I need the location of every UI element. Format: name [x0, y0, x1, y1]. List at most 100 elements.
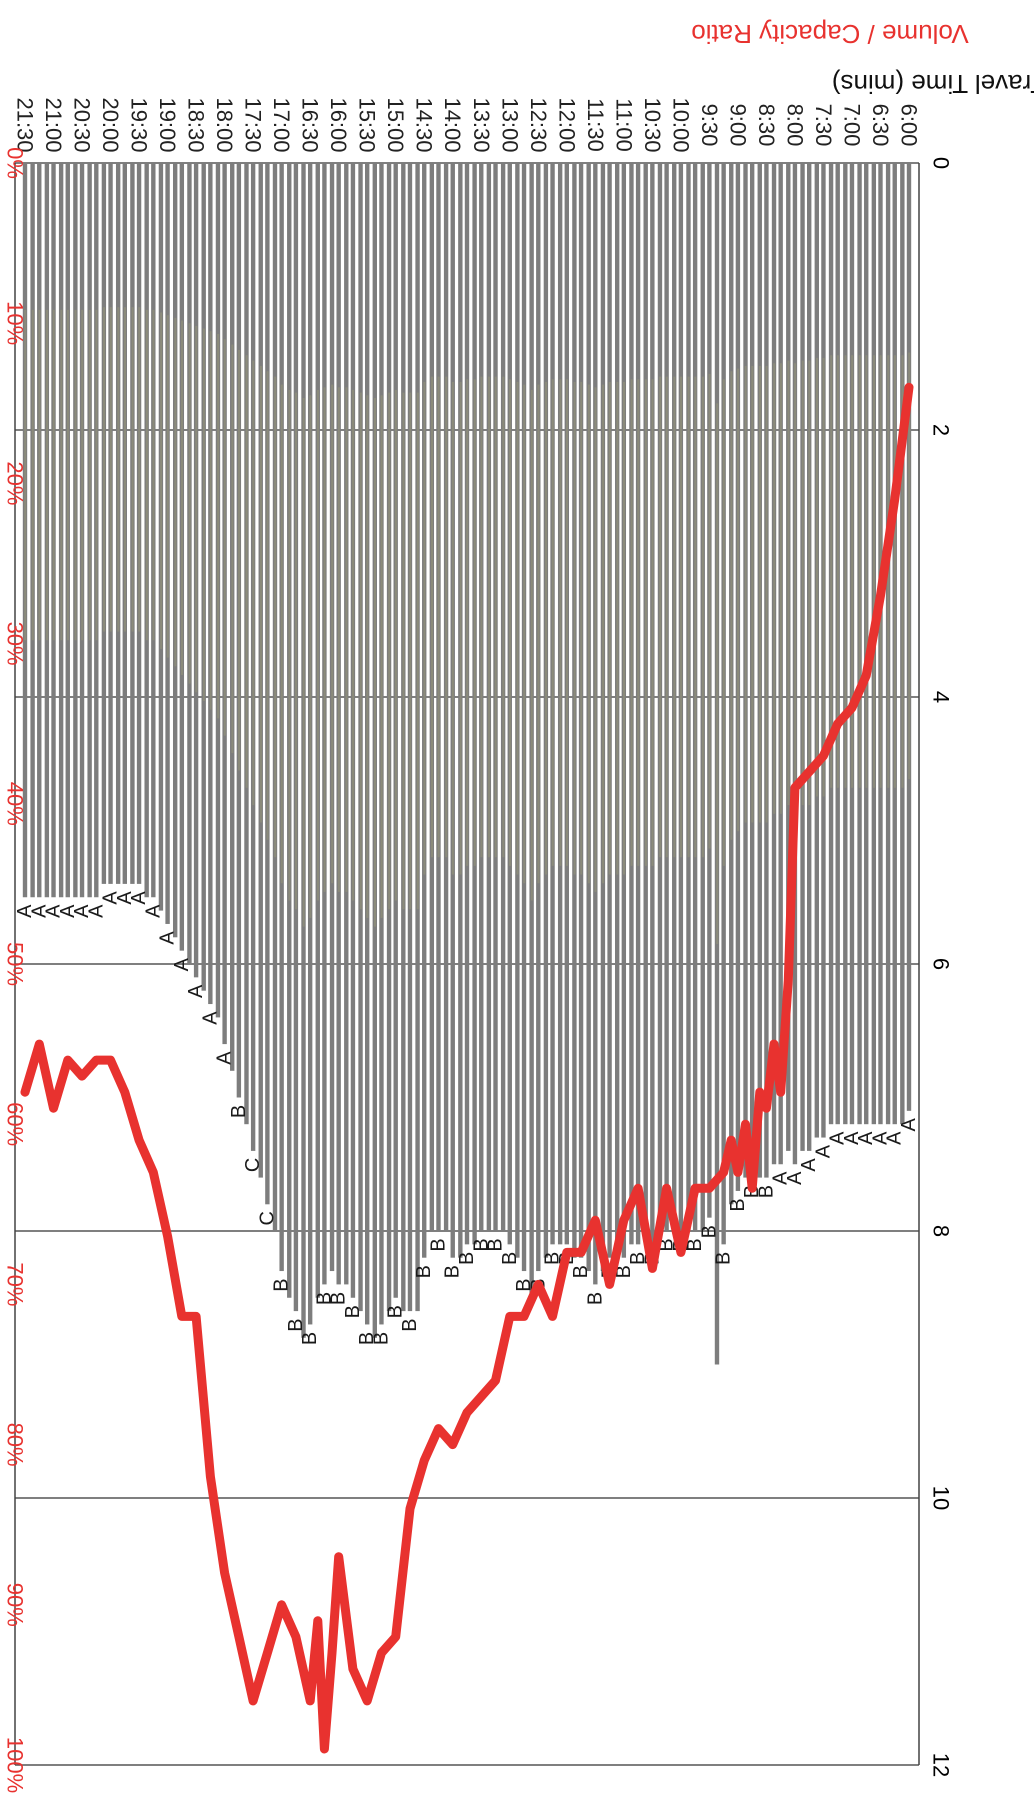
bar-stripe: [873, 355, 876, 788]
level-of-service-label: B: [627, 1252, 649, 1265]
x-tick-label: 20:00: [98, 97, 123, 152]
level-of-service-label: B: [499, 1252, 521, 1265]
right-y-tick-label: 100%: [3, 1737, 28, 1793]
bar-stripe: [659, 376, 662, 858]
level-of-service-label: A: [784, 1171, 806, 1185]
right-y-tick-label: 70%: [3, 1262, 28, 1306]
bar-stripe: [565, 379, 568, 866]
x-tick-label: 9:30: [697, 104, 722, 147]
bar-stripe: [302, 397, 305, 927]
bar-stripe: [24, 309, 27, 641]
bar-stripe: [765, 365, 768, 823]
bar-stripe: [730, 371, 733, 840]
bar-stripe: [60, 309, 63, 641]
x-tick-label: 12:00: [554, 97, 579, 152]
level-of-service-label: A: [43, 904, 65, 918]
level-of-service-label: A: [185, 984, 207, 998]
bar-stripe: [66, 309, 69, 641]
x-tick-label: 9:00: [725, 104, 750, 147]
bar-stripe: [502, 376, 505, 858]
bar-stripe: [174, 317, 177, 667]
x-tick-label: 6:30: [868, 104, 893, 147]
level-of-service-label: A: [214, 1051, 236, 1065]
right-y-axis-ticks: 0% 10% 20% 30% 40% 50% 60% 70% 80% 90% 100%: [3, 147, 28, 1793]
level-of-service-label: B: [513, 1278, 535, 1291]
bar-stripe: [259, 365, 262, 823]
bar-stripe: [266, 371, 269, 840]
bar-stripe: [451, 381, 454, 875]
bar-stripe: [223, 339, 226, 736]
left-y-tick-label: 4: [929, 691, 954, 703]
x-tick-label: 8:00: [782, 104, 807, 147]
bar-stripe: [815, 357, 818, 797]
level-of-service-label: B: [442, 1265, 464, 1278]
bar-stripe: [758, 365, 761, 823]
level-of-service-label: B: [456, 1252, 478, 1265]
x-tick-label: 21:30: [13, 97, 38, 152]
level-of-service-label: B: [385, 1305, 407, 1318]
x-tick-label: 14:30: [412, 97, 437, 152]
bar-stripe: [209, 331, 212, 710]
level-of-service-label: C: [242, 1158, 264, 1172]
x-tick-label: 21:00: [41, 97, 66, 152]
bar-stripe: [630, 379, 633, 866]
left-y-tick-label: 2: [929, 424, 954, 436]
bar-stripe: [437, 376, 440, 858]
level-of-service-label: A: [28, 904, 50, 918]
bar-stripe: [508, 379, 511, 866]
right-y-tick-label: 20%: [3, 461, 28, 505]
x-tick-label: 16:00: [326, 97, 351, 152]
left-y-axis-label: Travel Time (mins): [832, 69, 1034, 99]
bar-stripe: [580, 381, 583, 875]
bar-stripe: [103, 307, 106, 632]
bar-stripe: [409, 392, 412, 910]
x-tick-label: 12:30: [526, 97, 551, 152]
plot-area: AAAAAAAAAABBBBBBBBBBBBBBBBBBBBBBBBBBBBBB…: [14, 162, 920, 1766]
bar-stripe: [480, 376, 483, 858]
bar-stripe: [46, 309, 49, 641]
x-tick-label: 15:00: [383, 97, 408, 152]
bar-stripe: [836, 355, 839, 788]
bar-stripe: [394, 389, 397, 901]
bar-stripe: [31, 309, 34, 641]
bar-stripe: [81, 309, 84, 641]
bar-stripe: [345, 387, 348, 892]
level-of-service-label: B: [470, 1238, 492, 1251]
bar-stripe: [523, 384, 526, 884]
left-y-axis-ticks: 0 2 4 6 8 10 12: [929, 157, 954, 1777]
level-of-service-label: A: [171, 957, 193, 971]
bar-stripe: [822, 357, 825, 797]
bar-stripe: [131, 307, 134, 632]
bar-stripe: [893, 355, 896, 788]
left-y-tick-label: 0: [929, 157, 954, 169]
level-of-service-label: A: [869, 1131, 891, 1145]
left-y-tick-label: 12: [929, 1753, 954, 1777]
left-y-tick-label: 10: [929, 1486, 954, 1510]
bar-stripe: [908, 352, 911, 780]
x-tick-label: 13:30: [469, 97, 494, 152]
x-tick-label: 6:00: [897, 104, 922, 147]
bar-stripe: [694, 376, 697, 858]
bar-stripe: [52, 309, 55, 641]
x-tick-label: 16:30: [298, 97, 323, 152]
bar-stripe: [323, 387, 326, 892]
bar-stripe: [95, 309, 98, 641]
level-of-service-label: B: [613, 1265, 635, 1278]
bar-stripe: [708, 373, 711, 849]
level-of-service-label: A: [812, 1144, 834, 1158]
bar-stripe: [423, 381, 426, 875]
bar-stripe: [594, 387, 597, 892]
bar-stripe: [794, 363, 797, 814]
bar-stripe: [295, 392, 298, 910]
level-of-service-label: B: [713, 1252, 735, 1265]
bar-stripe: [109, 307, 112, 632]
bar-stripe: [844, 355, 847, 788]
level-of-service-label: A: [884, 1131, 906, 1145]
bar-stripe: [744, 365, 747, 823]
bar-stripe: [459, 381, 462, 875]
level-of-service-label: A: [85, 904, 107, 918]
level-of-service-label: A: [898, 1118, 920, 1132]
bar-stripe: [488, 376, 491, 858]
level-of-service-label: B: [755, 1185, 777, 1198]
bar-stripe: [416, 392, 419, 910]
